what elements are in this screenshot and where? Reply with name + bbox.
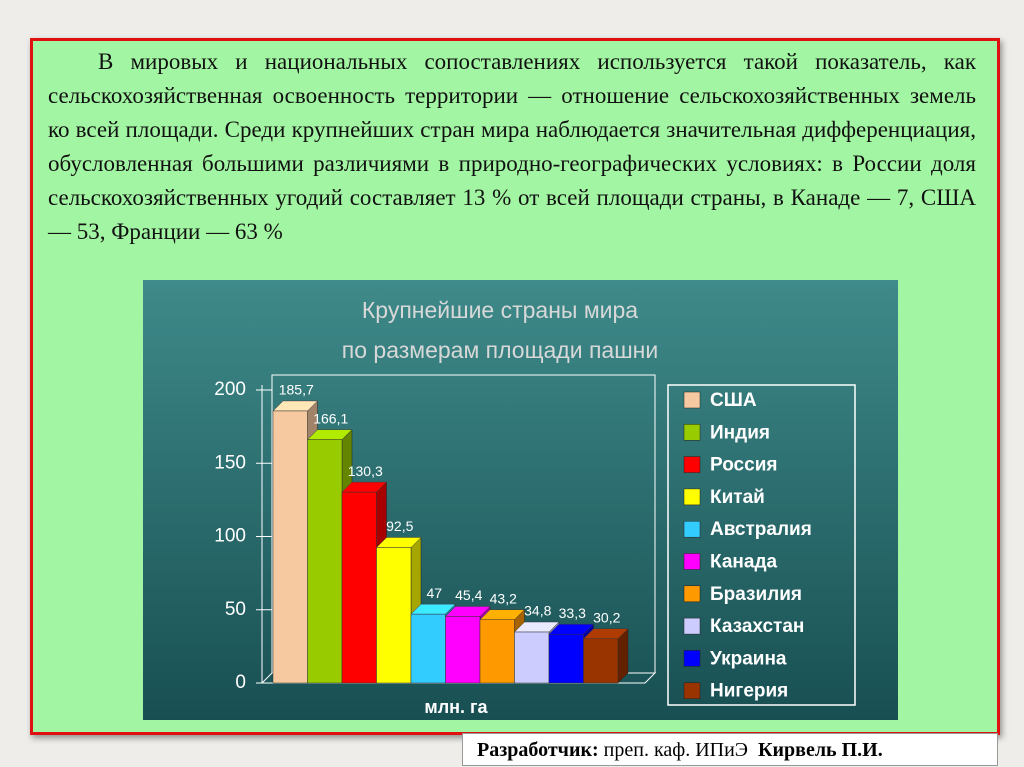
legend-swatch	[683, 424, 701, 441]
x-axis-label: млн. га	[424, 697, 488, 717]
chart-subtitle: по размерам площади пашни	[342, 337, 658, 363]
legend-label: Канада	[710, 552, 777, 573]
legend-label: Китай	[710, 487, 765, 508]
bar	[272, 410, 308, 684]
bar	[479, 619, 515, 684]
legend-swatch	[683, 617, 701, 635]
legend-swatch	[683, 391, 701, 409]
bar	[514, 631, 550, 684]
legend-label: Казахстан	[710, 616, 804, 637]
legend-swatch	[683, 553, 701, 570]
value-label: 30,2	[593, 609, 620, 625]
legend-swatch	[683, 585, 701, 603]
legend-box	[667, 384, 856, 706]
legend-label: Бразилия	[710, 584, 802, 605]
legend-swatch	[683, 488, 701, 506]
footer-label: Разработчик:	[477, 739, 599, 761]
chart: Крупнейшие страны мира по размерам площа…	[143, 280, 898, 720]
footer-name: Кирвель П.И.	[758, 739, 883, 761]
bar	[410, 613, 446, 684]
legend-swatch	[683, 520, 701, 538]
legend-swatch	[683, 682, 701, 699]
value-label: 33,3	[559, 605, 586, 621]
footer: Разработчик: преп. каф. ИПиЭ Кирвель П.И…	[462, 733, 998, 766]
paragraph: В мировых и национальных сопоставлениях …	[48, 49, 976, 244]
legend-label: Россия	[710, 455, 777, 476]
legend-swatch	[683, 456, 701, 473]
legend-label: Нигерия	[710, 681, 788, 702]
bar	[307, 439, 343, 684]
legend-label: Украина	[710, 648, 787, 669]
y-tick-label: 200	[214, 379, 246, 400]
footer-position: преп. каф. ИПиЭ	[603, 739, 748, 761]
bar	[583, 638, 619, 684]
value-label: 92,5	[386, 518, 413, 534]
bar	[376, 547, 412, 684]
chart-title: Крупнейшие страны мира	[362, 297, 638, 323]
value-label: 43,2	[490, 590, 517, 606]
legend-label: Австралия	[710, 519, 812, 540]
value-label: 45,4	[455, 587, 482, 603]
bar	[548, 633, 584, 684]
y-tick-label: 50	[225, 599, 246, 620]
bar	[445, 616, 481, 684]
bar	[341, 491, 377, 684]
legend-swatch	[683, 650, 701, 667]
value-label: 166,1	[313, 410, 348, 426]
y-tick-label: 150	[214, 452, 246, 473]
value-label: 185,7	[279, 382, 314, 398]
value-label: 130,3	[348, 463, 383, 479]
y-tick-label: 100	[214, 526, 246, 547]
legend-label: Индия	[710, 422, 770, 443]
value-label: 47	[426, 585, 442, 601]
y-tick-label: 0	[235, 672, 246, 693]
legend-label: США	[710, 390, 757, 411]
value-label: 34,8	[524, 603, 551, 619]
